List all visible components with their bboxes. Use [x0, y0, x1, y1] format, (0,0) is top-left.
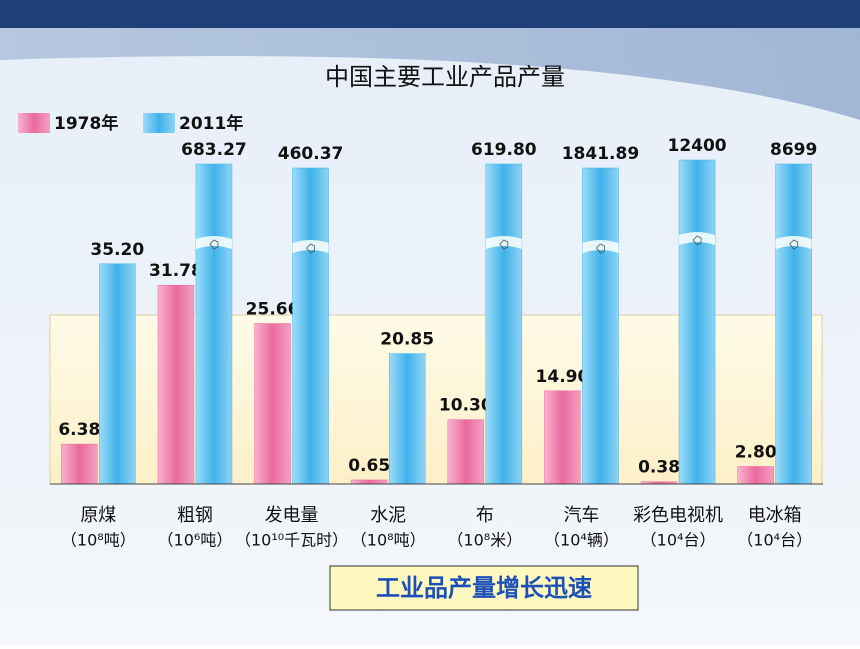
axis-break [485, 236, 522, 249]
bar [388, 353, 426, 485]
break-icon [499, 239, 509, 250]
category-unit: （10⁴台） [737, 531, 812, 550]
category-label: 原煤 [80, 505, 116, 526]
value-label: 683.27 [181, 140, 247, 160]
bar [254, 323, 291, 485]
category-label: 汽车 [563, 505, 599, 526]
category-unit: （10⁴辆） [544, 531, 619, 550]
axis-break [195, 236, 232, 249]
chart-title: 中国主要工业产品产量 [325, 63, 565, 91]
bar [157, 284, 195, 485]
axis-break [679, 232, 716, 245]
category-unit: （10⁴台） [641, 531, 716, 550]
category-label: 彩色电视机 [633, 505, 723, 526]
top-band [0, 0, 860, 120]
break-icon [306, 243, 315, 254]
category-unit: （10⁸米） [447, 531, 522, 550]
value-label: 0.38 [638, 458, 680, 478]
bar [350, 479, 388, 485]
category-label: 粗钢 [177, 505, 213, 526]
bar [292, 167, 329, 485]
axis-break [775, 236, 812, 249]
bar [737, 466, 774, 485]
break-icon [692, 235, 702, 246]
category-unit: （10⁸吨） [351, 531, 426, 550]
value-label: 0.65 [348, 456, 390, 476]
value-label: 10.30 [439, 396, 493, 416]
top-bar [0, 0, 860, 28]
value-label: 20.85 [380, 330, 434, 350]
category-label: 电冰箱 [748, 505, 802, 526]
bar [582, 167, 619, 485]
bar [447, 419, 485, 485]
bar [544, 390, 581, 485]
axis-break [292, 240, 329, 253]
break-icon [209, 239, 219, 250]
bar [195, 163, 233, 485]
break-icon [595, 243, 605, 254]
value-label: 31.78 [149, 261, 203, 281]
bar [678, 159, 716, 485]
category-unit: （10¹⁰千瓦时） [235, 531, 348, 550]
value-label: 2.80 [735, 442, 777, 462]
value-label: 460.37 [278, 144, 344, 164]
value-label: 619.80 [471, 140, 537, 160]
break-icon [789, 239, 799, 250]
value-label: 1841.89 [562, 144, 639, 164]
value-label: 12400 [667, 136, 726, 156]
legend-label: 1978年 [54, 113, 118, 134]
annotation: 工业品产量增长迅速 [376, 574, 592, 602]
legend-label: 2011年 [179, 113, 243, 134]
legend-swatch [18, 113, 50, 133]
value-label: 8699 [770, 140, 817, 160]
category-label: 发电量 [265, 505, 319, 526]
value-label: 6.38 [58, 420, 100, 440]
category-label: 水泥 [370, 505, 406, 526]
category-label: 布 [476, 505, 494, 526]
bar [775, 163, 812, 485]
bar [485, 163, 523, 485]
bar [99, 263, 136, 485]
category-unit: （10⁶吨） [158, 531, 233, 550]
legend-swatch [143, 113, 175, 133]
value-label: 25.66 [246, 300, 300, 320]
axis-break [582, 240, 619, 253]
category-unit: （10⁸吨） [61, 531, 136, 550]
value-label: 14.90 [536, 367, 590, 387]
annotation-box [329, 565, 639, 611]
value-label: 35.20 [90, 240, 144, 260]
bar [61, 443, 98, 485]
